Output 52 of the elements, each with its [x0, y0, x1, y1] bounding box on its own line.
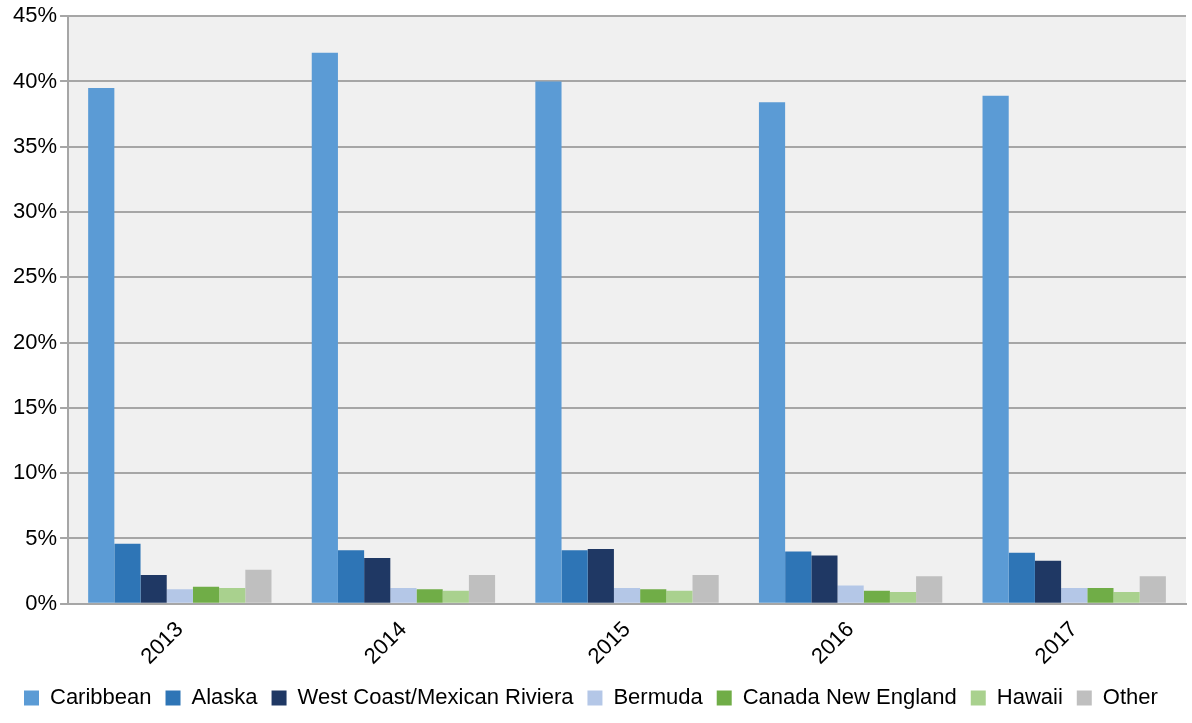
y-tick-label: 30% — [12, 198, 58, 224]
bar — [811, 555, 838, 603]
y-tick-label: 10% — [12, 459, 58, 485]
legend-label: Hawaii — [996, 684, 1063, 710]
bar — [640, 589, 667, 603]
y-tick-label: 5% — [25, 524, 58, 550]
bar — [140, 575, 167, 603]
bar — [1113, 591, 1140, 603]
legend-label: Alaska — [191, 684, 259, 710]
bar — [587, 548, 614, 603]
bar — [837, 585, 864, 603]
bar — [758, 102, 786, 603]
bar — [390, 588, 417, 603]
bar — [166, 589, 193, 603]
bar — [613, 588, 641, 603]
bar — [1139, 576, 1166, 603]
bar — [364, 558, 391, 603]
bar — [337, 550, 365, 603]
bar — [889, 591, 917, 603]
bar — [863, 590, 890, 603]
legend-label: West Coast/Mexican Riviera — [297, 684, 575, 710]
bar — [1008, 552, 1035, 603]
bar — [1061, 588, 1088, 603]
bar — [88, 88, 115, 603]
y-tick-label: 0% — [25, 589, 58, 615]
y-tick-label: 40% — [12, 67, 58, 93]
bar — [666, 590, 693, 603]
legend-label: Other — [1102, 684, 1158, 710]
legend-label: Caribbean — [50, 684, 152, 710]
y-tick-label: 15% — [12, 393, 58, 419]
bar — [1087, 588, 1114, 603]
y-tick-label: 25% — [12, 263, 58, 289]
bar — [311, 52, 338, 603]
bar — [219, 588, 246, 603]
y-tick-label: 20% — [12, 328, 58, 354]
bar — [245, 569, 272, 603]
bar — [114, 543, 141, 603]
bar — [416, 589, 443, 603]
bar — [785, 551, 812, 603]
bar — [535, 81, 562, 603]
bar — [692, 575, 719, 603]
y-tick-label: 35% — [12, 132, 58, 158]
bar — [468, 575, 496, 603]
bar — [982, 95, 1009, 603]
bar — [442, 590, 469, 603]
bar — [561, 550, 588, 603]
legend-label: Canada New England — [742, 684, 957, 710]
bar — [916, 576, 943, 603]
bar — [1034, 560, 1062, 603]
y-tick-label: 45% — [12, 2, 58, 28]
legend-label: Bermuda — [613, 684, 704, 710]
bar — [192, 586, 220, 603]
